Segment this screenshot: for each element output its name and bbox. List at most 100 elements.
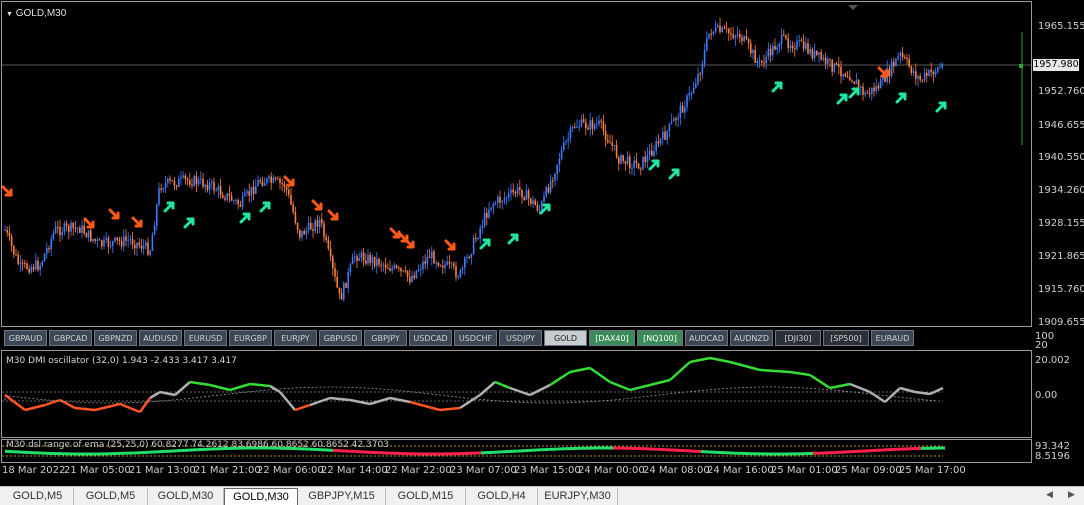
candle-body <box>338 287 341 294</box>
time-axis-label: 25 Mar 01:00 <box>771 465 838 476</box>
tab-chart-2[interactable]: GOLD,M30 <box>148 488 224 505</box>
symbol-button-gbpusd[interactable]: GBPUSD <box>319 330 362 346</box>
symbol-button-gbpcad[interactable]: GBPCAD <box>49 330 92 346</box>
candle-body <box>582 119 585 123</box>
candle-body <box>448 261 451 264</box>
time-axis-label: 25 Mar 09:00 <box>835 465 902 476</box>
candle-body <box>37 260 39 270</box>
candle-body <box>153 225 156 235</box>
candle-body <box>406 270 409 277</box>
candle-body <box>118 239 121 242</box>
symbol-button-gbpnzd[interactable]: GBPNZD <box>94 330 137 346</box>
candle-body <box>578 126 580 128</box>
candle-body <box>222 195 224 198</box>
symbol-button-gbpjpy[interactable]: GBPJPY <box>364 330 407 346</box>
symbol-button-audnzd[interactable]: AUDNZD <box>730 330 773 346</box>
symbol-button-sp500[interactable]: [SP500] <box>823 330 869 346</box>
candle-body <box>915 71 917 79</box>
candle-body <box>52 233 55 239</box>
candle-body <box>395 265 398 268</box>
candle-body <box>895 58 897 67</box>
candle-body <box>76 227 79 229</box>
dmi-line-segment <box>729 360 761 372</box>
tab-scroll-right-icon[interactable]: ▶ <box>1068 489 1075 499</box>
tab-chart-3[interactable]: GOLD,M30 <box>224 488 298 505</box>
symbol-button-usdjpy[interactable]: USDJPY <box>499 330 542 346</box>
symbol-button-gold[interactable]: GOLD <box>544 330 587 346</box>
symbol-button-euraud[interactable]: EURAUD <box>871 330 914 346</box>
candle-body <box>556 164 558 174</box>
dmi-oscillator-lines <box>2 356 944 414</box>
symbol-button-gbpaud[interactable]: GBPAUD <box>4 330 47 346</box>
symbol-button-usdcad[interactable]: USDCAD <box>409 330 452 346</box>
candle-body <box>813 50 816 59</box>
tab-chart-5[interactable]: GOLD,M15 <box>386 488 466 505</box>
candle-body <box>494 203 497 205</box>
candle-body <box>83 225 85 234</box>
tab-chart-7[interactable]: EURJPY,M30 <box>538 488 618 505</box>
candle-body <box>928 69 930 76</box>
tab-chart-6[interactable]: GOLD,H4 <box>466 488 538 505</box>
dmi-pane[interactable] <box>1 350 1032 438</box>
dmi-line-segment <box>494 380 511 390</box>
chart-title[interactable]: ▼ GOLD,M30 <box>6 8 66 19</box>
tab-chart-0[interactable]: GOLD,M5 <box>2 488 74 505</box>
candle-body <box>736 34 739 37</box>
symbol-button-eurjpy[interactable]: EURJPY <box>274 330 317 346</box>
symbol-button-dji30[interactable]: [DJI30] <box>775 330 821 346</box>
candle-body <box>523 197 525 200</box>
candle-body <box>189 180 191 185</box>
candle-body <box>98 239 101 241</box>
dsl-pane[interactable] <box>1 439 1032 463</box>
candle-body <box>54 226 57 234</box>
candle-body <box>708 33 710 39</box>
candle-body <box>279 178 281 183</box>
symbol-button-usdchf[interactable]: USDCHF <box>454 330 497 346</box>
candle-body <box>57 226 59 228</box>
symbol-button-nq100[interactable]: [NQ100] <box>637 330 683 346</box>
candle-body <box>534 200 536 206</box>
candle-body <box>530 198 532 204</box>
candle-body <box>492 204 495 208</box>
dmi-line-segment <box>629 383 651 392</box>
chart-tab-bar: GOLD,M5 GOLD,M5 GOLD,M30 GOLD,M30 GBPJPY,M15… <box>0 486 1084 505</box>
symbol-button-dax40[interactable]: [DAX40] <box>589 330 635 346</box>
price-pane[interactable] <box>1 1 1032 327</box>
tab-chart-1[interactable]: GOLD,M5 <box>74 488 148 505</box>
candle-body <box>340 293 343 300</box>
symbol-button-audcad[interactable]: AUDCAD <box>685 330 728 346</box>
candle-body <box>127 239 129 241</box>
candle-body <box>197 179 200 185</box>
dmi-line-segment <box>59 398 76 410</box>
candle-body <box>87 230 90 238</box>
candle-body <box>343 282 345 300</box>
candle-body <box>202 178 204 187</box>
candle-body <box>512 189 514 193</box>
time-axis-label: 22 Mar 14:00 <box>321 465 388 476</box>
candle-body <box>283 183 286 187</box>
dmi-line-segment <box>24 403 46 412</box>
candle-body <box>68 225 70 232</box>
dmi-line-segment <box>439 406 461 412</box>
chart-window[interactable]: ▼ GOLD,M30 1965.155 1952.760 1946.655 1940.… <box>0 0 1084 486</box>
candle-body <box>549 180 552 193</box>
symbol-button-eurusd[interactable]: EURUSD <box>184 330 227 346</box>
candle-body <box>200 178 202 180</box>
candle-body <box>822 57 825 60</box>
candle-body <box>728 29 730 34</box>
candle-body <box>508 193 510 198</box>
candle-body <box>538 210 541 212</box>
price-axis-label: 1928.155 <box>1038 218 1084 229</box>
candle-body <box>794 48 796 50</box>
dropdown-icon[interactable]: ▼ <box>6 11 13 18</box>
candle-body <box>703 49 706 64</box>
dmi-line-segment <box>329 396 351 402</box>
candle-body <box>472 238 475 255</box>
symbol-button-audusd[interactable]: AUDUSD <box>139 330 182 346</box>
tab-scroll-left-icon[interactable]: ◀ <box>1046 489 1053 499</box>
tab-chart-4[interactable]: GBPJPY,M15 <box>298 488 386 505</box>
candle-body <box>140 245 143 249</box>
candle-body <box>123 236 125 247</box>
candle-body <box>719 25 721 32</box>
symbol-button-eurgbp[interactable]: EURGBP <box>229 330 272 346</box>
